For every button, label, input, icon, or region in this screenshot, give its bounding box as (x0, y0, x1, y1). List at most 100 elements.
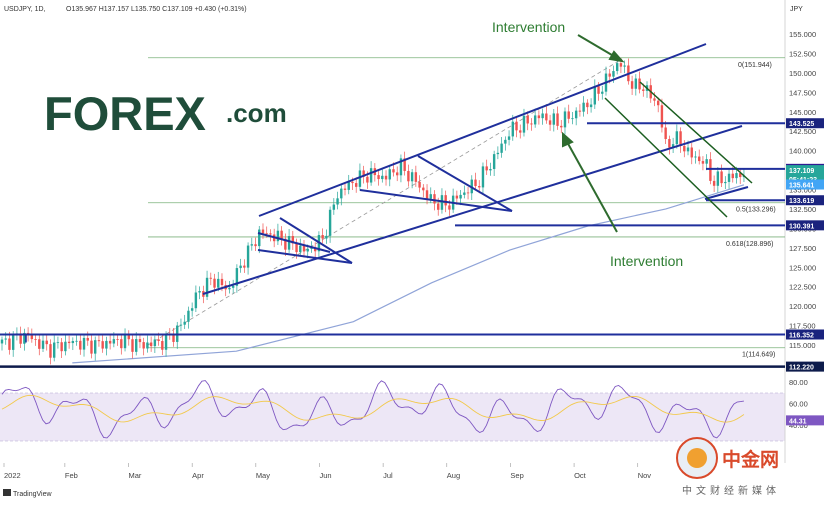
candle-body (90, 340, 93, 354)
candle-body (157, 339, 160, 342)
candle-body (466, 192, 470, 194)
candle-body (507, 136, 511, 140)
falling-channel-lower (604, 97, 728, 218)
candle-body (369, 168, 373, 183)
candle-body (552, 113, 556, 125)
candle-body (127, 335, 130, 340)
candle-body (377, 175, 380, 180)
month-tick-label: Apr (192, 471, 204, 480)
fibonacci-labels: 0(151.944) 0.5(133.296) 0.618(128.896) 1(11… (726, 62, 776, 359)
candle-body (75, 340, 78, 342)
pennant-upper-line (279, 217, 353, 264)
candle-body (287, 236, 291, 250)
price-tick-label: 122.500 (789, 283, 816, 292)
price-badge (786, 165, 824, 176)
currency-label: JPY (790, 6, 803, 13)
arrow-top-line (577, 34, 618, 59)
candle-body (243, 265, 246, 268)
month-tick-label: Jul (383, 471, 393, 480)
candle-body (302, 245, 306, 252)
candle-body (396, 172, 399, 176)
price-badge-label: 143.525 (789, 121, 814, 128)
candle-body (410, 172, 414, 182)
candle-body (634, 78, 638, 89)
candle-body (679, 131, 682, 147)
candle-body (343, 188, 347, 190)
candle-body (340, 188, 343, 199)
rsi-tick-label: 80.00 (789, 378, 808, 387)
rsi-axis-ticks: 80.00 60.00 40.00 (789, 378, 808, 430)
candle-body (52, 342, 56, 358)
candle-body (254, 244, 257, 247)
candle-body (515, 121, 518, 131)
candle-body (142, 342, 145, 349)
candle-body (440, 195, 444, 210)
candle-body (701, 161, 705, 164)
wedge-bottom-line (704, 186, 749, 200)
price-badge-label: 137.109 (789, 168, 814, 175)
candle-body (261, 229, 265, 234)
fib-level-label: 0.618(128.896) (726, 241, 773, 248)
candle-body (619, 63, 623, 67)
logo-suffix: .com (226, 98, 287, 128)
candle-body (399, 158, 403, 176)
moving-average-line (72, 184, 745, 364)
candle-body (459, 194, 462, 199)
candle-body (161, 341, 164, 350)
intervention-label-bottom: Intervention (610, 253, 683, 269)
candle-body (545, 113, 548, 121)
candle-body (567, 111, 570, 119)
price-badge (786, 329, 824, 340)
candle-body (295, 243, 298, 253)
candle-body (716, 171, 720, 186)
zhongjin-watermark: 中金网 中文财经新媒体 (676, 437, 779, 497)
candle-body (179, 324, 183, 326)
candle-body (205, 277, 209, 297)
candle-body (235, 268, 239, 286)
price-badge (786, 361, 824, 372)
candle-body (727, 173, 731, 182)
intervention-arrows (562, 34, 625, 233)
candle-body (123, 335, 127, 349)
candle-body (190, 308, 194, 311)
candle-body (101, 341, 104, 349)
candle-body (34, 339, 37, 340)
candle-body (642, 89, 645, 91)
candle-body (146, 342, 149, 349)
month-tick-label: Mar (129, 471, 142, 480)
price-tick-label: 152.500 (789, 49, 816, 58)
candle-body (578, 110, 582, 112)
candle-body (239, 265, 242, 269)
price-axis-ticks: 155.000 152.500 150.000 147.500 145.000 142.5… (789, 30, 816, 350)
candle-body (366, 176, 369, 183)
price-tick-label: 140.000 (789, 147, 816, 156)
candle-body (220, 278, 224, 286)
price-badge (786, 118, 824, 129)
candle-body (306, 248, 309, 252)
candle-body (94, 340, 97, 354)
candle-body (358, 170, 362, 187)
price-badge (786, 415, 824, 426)
candle-body (690, 147, 693, 158)
candle-body (537, 115, 541, 119)
arrow-top-head (608, 50, 625, 63)
candle-body (231, 285, 235, 288)
month-tick-label: May (256, 471, 270, 480)
candle-body (425, 190, 429, 199)
candle-body (325, 235, 328, 239)
price-badge-label: 44.31 (789, 418, 807, 425)
candle-body (671, 144, 675, 148)
candle-body (153, 339, 157, 347)
tradingview-label: TradingView (13, 491, 52, 498)
candle-body (280, 230, 283, 239)
candle-body (407, 170, 410, 182)
candle-body (485, 166, 488, 171)
candle-body (362, 170, 365, 177)
candle-body (60, 342, 63, 352)
candle-body (448, 205, 451, 210)
price-tick-label: 125.000 (789, 263, 816, 272)
candle-body (548, 120, 552, 125)
price-tick-label: 115.000 (789, 341, 816, 350)
tradingview-icon (3, 489, 11, 496)
